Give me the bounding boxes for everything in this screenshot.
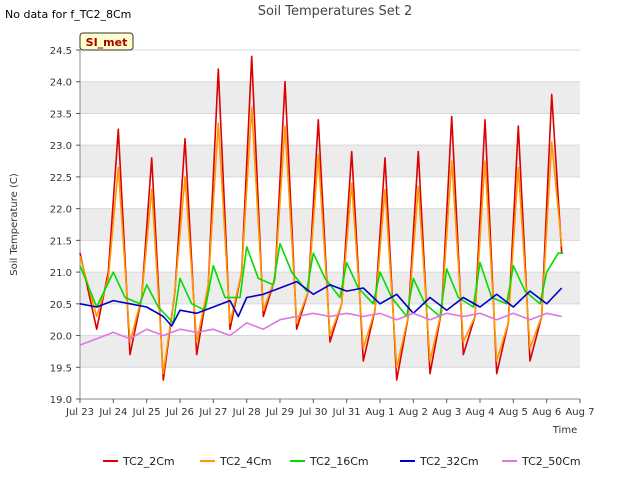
x-tick-label: Jul 24 — [98, 407, 127, 418]
x-tick-label: Jul 23 — [65, 407, 94, 418]
site-tag-box — [79, 32, 134, 51]
x-tick-label: Jul 25 — [132, 407, 161, 418]
series-line-TC2_32Cm — [79, 280, 563, 327]
x-tick-label: Jul 26 — [165, 407, 194, 418]
x-tick-label: Jul 27 — [198, 407, 227, 418]
legend-label-TC2_2Cm: TC2_2Cm — [122, 455, 175, 468]
grid-band — [80, 208, 580, 241]
y-tick-label: 19.5 — [50, 363, 72, 374]
y-tick-label: 24.0 — [50, 78, 72, 89]
x-tick-label: Aug 7 — [565, 407, 594, 418]
x-tick-label: Jul 29 — [265, 407, 294, 418]
y-tick-label: 19.0 — [50, 395, 72, 406]
y-tick-label: 23.0 — [50, 141, 72, 152]
no-data-note: No data for f_TC2_8Cm — [5, 8, 132, 21]
x-tick-label: Jul 30 — [298, 407, 327, 418]
x-tick-label: Aug 3 — [432, 407, 461, 418]
legend-label-TC2_50Cm: TC2_50Cm — [521, 455, 581, 468]
y-tick-label: 21.0 — [50, 268, 72, 279]
legend-label-TC2_16Cm: TC2_16Cm — [309, 455, 369, 468]
series-line-TC2_50Cm — [79, 312, 562, 346]
x-tick-label: Jul 31 — [332, 407, 361, 418]
legend-label-TC2_4Cm: TC2_4Cm — [219, 455, 272, 468]
y-tick-label: 24.5 — [50, 46, 72, 57]
chart-title: Soil Temperatures Set 2 — [258, 4, 413, 19]
grid-band — [80, 145, 580, 177]
x-tick-label: Aug 1 — [365, 407, 394, 418]
legend-label-TC2_32Cm: TC2_32Cm — [419, 455, 479, 468]
x-tick-label: Jul 28 — [232, 407, 261, 418]
y-tick-label: 21.5 — [50, 236, 72, 247]
x-tick-label: Aug 6 — [532, 407, 561, 418]
series-line-TC2_4Cm — [79, 106, 563, 375]
y-axis-label: Soil Temperature (C) — [9, 173, 20, 276]
grid-band — [80, 81, 580, 114]
y-tick-label: 20.5 — [50, 300, 72, 311]
y-tick-label: 23.5 — [50, 109, 72, 120]
y-tick-label: 22.5 — [50, 173, 72, 184]
site-tag-label: SI_met — [86, 36, 128, 49]
series-line-TC2_16Cm — [79, 242, 564, 324]
y-tick-label: 20.0 — [50, 332, 72, 343]
x-tick-label: Aug 5 — [499, 407, 528, 418]
x-tick-label: Aug 2 — [399, 407, 428, 418]
grid-band — [80, 272, 580, 304]
x-tick-label: Aug 4 — [465, 407, 494, 418]
x-axis-label: Time — [552, 425, 577, 436]
y-tick-label: 22.0 — [50, 205, 72, 216]
